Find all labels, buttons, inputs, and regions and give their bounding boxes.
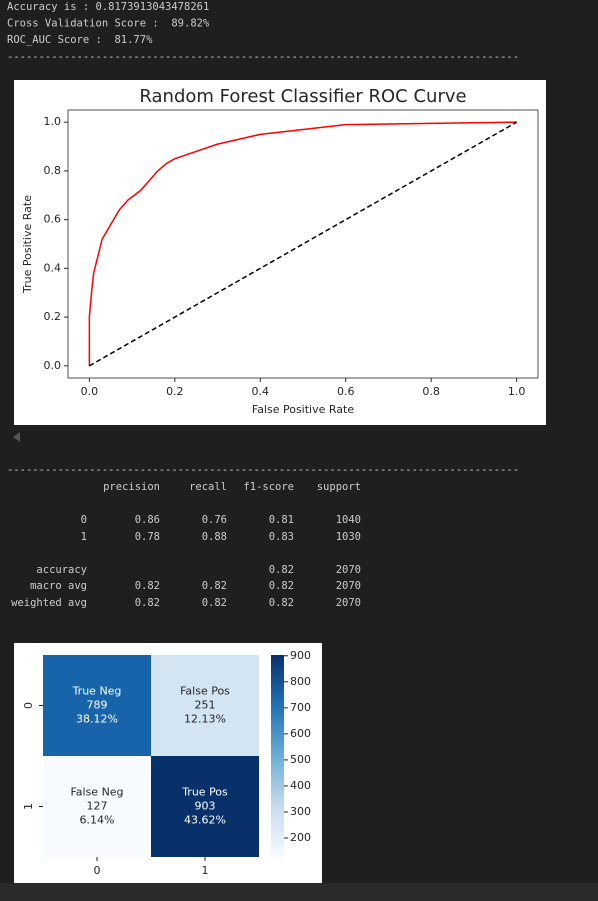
report-cell: 0.76 [202,514,227,526]
x-tick-label: 0.6 [337,385,355,398]
report-row-label: weighted avg [11,597,87,609]
report-cell: 0.81 [269,514,294,526]
x-tick-label: 0.0 [81,385,99,398]
y-tick-label: 0.4 [44,261,62,274]
report-cell: 0.88 [202,531,227,543]
output-line: Accuracy is : 0.8173913043478261 [7,1,209,13]
report-cell: 2070 [336,564,361,576]
cell-percent: 6.14% [80,814,115,827]
cell-count: 127 [87,800,108,813]
x-tick-label: 1 [202,864,209,877]
report-cell: 0.83 [269,531,294,543]
report-row-label: accuracy [36,564,87,576]
colorbar-tick-label: 400 [290,779,311,792]
cell-count: 251 [195,699,216,712]
cell-percent: 43.62% [184,814,226,827]
y-tick-label: 0.2 [44,310,62,323]
cell-name: False Neg [70,786,123,799]
cell-count: 789 [87,699,108,712]
footer-bar [0,883,598,901]
report-row-label: macro avg [30,580,87,592]
report-cell: 0.82 [202,580,227,592]
report-row-label: 0 [81,514,87,526]
report-cell: 0.82 [269,564,294,576]
y-tick-label: 0 [22,702,35,709]
y-tick-label: 0.0 [44,359,62,372]
report-cell: 0.82 [135,597,160,609]
y-tick-label: 1.0 [44,115,62,128]
cell-percent: 38.12% [76,713,118,726]
colorbar-tick-label: 500 [290,753,311,766]
x-axis-label: False Positive Rate [252,403,354,416]
colorbar-tick-label: 600 [290,727,311,740]
roc-line [88,121,518,367]
heatmap-cell [151,655,259,756]
output-line: Cross Validation Score : 89.82% [7,18,210,30]
colorbar-tick-label: 200 [290,831,311,844]
x-tick-label: 0 [94,864,101,877]
cell-name: False Pos [180,685,230,698]
output-line: ROC_AUC Score : 81.77% [7,34,153,46]
x-tick-label: 0.2 [166,385,184,398]
scroll-arrow[interactable] [13,432,20,442]
report-cell: 1030 [336,531,361,543]
report-cell: 0.78 [135,531,160,543]
cell-percent: 12.13% [184,713,226,726]
report-header: precision [103,481,160,493]
y-tick-label: 0.6 [44,213,62,226]
heatmap-cell [43,655,151,756]
report-cell: 2070 [336,580,361,592]
x-tick-label: 0.4 [252,385,270,398]
report-cell: 0.86 [135,514,160,526]
separator: ----------------------------------------… [7,464,519,476]
colorbar-tick-label: 800 [290,675,311,688]
plot-frame [67,109,539,379]
report-cell: 0.82 [202,597,227,609]
x-tick-label: 1.0 [508,385,526,398]
heatmap-cell [43,756,151,857]
report-cell: 0.82 [269,580,294,592]
y-tick-label: 1 [22,803,35,810]
colorbar [271,655,284,857]
roc-figure [14,80,546,425]
report-cell: 0.82 [135,580,160,592]
colorbar-tick-label: 900 [290,649,311,662]
report-cell: 0.82 [269,597,294,609]
report-row-label: 1 [81,531,87,543]
cell-name: True Neg [72,685,122,698]
report-cell: 1040 [336,514,361,526]
x-tick-label: 0.8 [422,385,440,398]
report-cell: 2070 [336,597,361,609]
cell-name: True Pos [181,786,228,799]
colorbar-tick-label: 300 [290,805,311,818]
heatmap-cell [151,756,259,857]
report-header: recall [189,481,227,493]
chart-title: Random Forest Classifier ROC Curve [139,86,466,107]
cell-count: 903 [195,800,216,813]
separator: ----------------------------------------… [7,51,519,63]
roc-line [88,121,517,366]
report-header: f1-score [243,481,294,493]
report-header: support [317,481,361,493]
y-tick-label: 0.8 [44,164,62,177]
y-axis-label: True Positive Rate [21,195,34,294]
colorbar-tick-label: 700 [290,701,311,714]
